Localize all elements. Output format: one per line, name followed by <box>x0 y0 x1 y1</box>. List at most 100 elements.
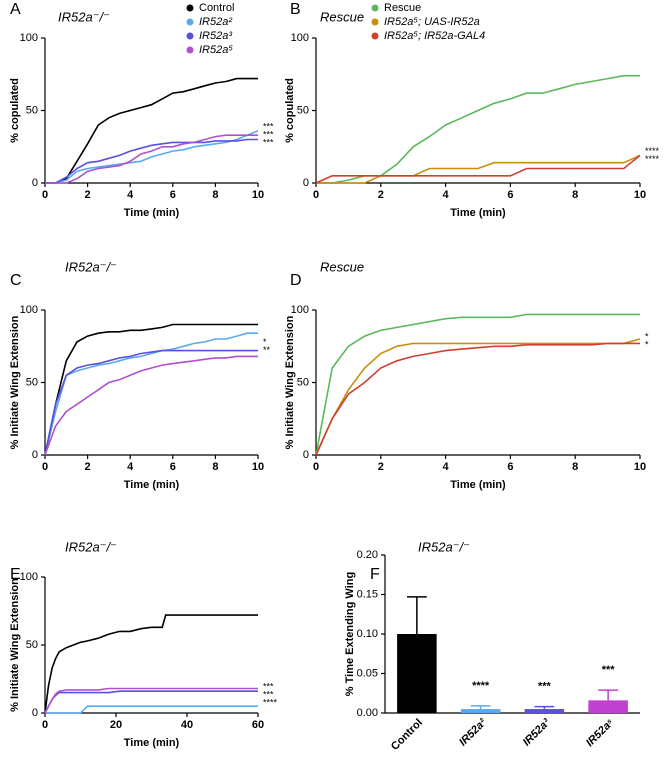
y-tick-label: 100 <box>20 304 38 316</box>
x-tick-label: 8 <box>572 461 578 473</box>
bar <box>588 700 628 713</box>
survival-curve <box>44 687 258 714</box>
y-tick-label: 50 <box>26 376 38 388</box>
survival-curve <box>45 134 258 184</box>
y-axis-label: % copulated <box>9 78 21 143</box>
survival-curve <box>44 614 258 714</box>
significance: *** <box>263 138 274 148</box>
significance: * <box>263 337 267 347</box>
panel-title: Rescue <box>320 259 364 274</box>
y-tick-label: 100 <box>291 32 309 44</box>
x-tick-label: 6 <box>507 189 513 201</box>
error-bar <box>598 689 619 701</box>
significance: * <box>645 340 649 350</box>
legend-label: IR52a² <box>199 16 232 28</box>
y-tick-label: 50 <box>297 376 309 388</box>
legend-label: IR52a³ <box>199 30 232 42</box>
legend-marker <box>186 4 194 12</box>
x-tick-label: 8 <box>212 461 218 473</box>
x-tick-label: 20 <box>110 719 122 731</box>
bar <box>524 709 565 713</box>
panel-letter: C <box>10 272 22 289</box>
survival-curve <box>316 154 641 184</box>
y-tick-label: 0.05 <box>357 667 378 679</box>
y-tick-label: 0.20 <box>357 549 378 561</box>
survival-curve <box>44 690 258 714</box>
x-axis-label: Time (min) <box>124 207 180 219</box>
legend-label: Control <box>199 2 234 14</box>
survival-curve <box>45 130 259 184</box>
significance: *** <box>263 122 274 132</box>
y-tick-label: 0.10 <box>357 628 378 640</box>
survival-curve <box>315 338 641 456</box>
x-tick-label: 0 <box>313 461 319 473</box>
x-tick-label: 6 <box>170 189 176 201</box>
x-tick-label: 10 <box>252 189 264 201</box>
x-tick-label: 0 <box>42 189 48 201</box>
x-tick-label: 2 <box>85 461 91 473</box>
bar <box>460 709 501 713</box>
panel-letter: D <box>290 272 302 289</box>
survival-curve <box>44 349 258 456</box>
x-tick-label: 2 <box>378 461 384 473</box>
x-tick-label: IR52a⁵ <box>584 716 617 749</box>
legend-label: IR52a⁵; UAS-IR52a <box>384 16 480 28</box>
x-tick-label: 2 <box>85 189 91 201</box>
x-axis-label: Time (min) <box>450 207 506 219</box>
x-tick-label: 4 <box>127 461 134 473</box>
survival-curve <box>45 705 258 714</box>
panel-title: Rescue <box>320 9 364 24</box>
survival-curve <box>315 342 640 456</box>
y-axis-label: % Time Extending Wing <box>344 572 356 696</box>
error-bar <box>470 705 491 710</box>
x-tick-label: 6 <box>170 461 176 473</box>
legend-label: IR52a⁵ <box>199 44 233 56</box>
y-tick-label: 50 <box>26 104 38 116</box>
survival-curve <box>45 77 258 184</box>
legend-marker <box>186 46 194 54</box>
x-tick-label: IR52a² <box>457 716 489 748</box>
x-axis-label: Time (min) <box>124 479 180 491</box>
y-tick-label: 0.00 <box>357 707 378 719</box>
survival-curve <box>45 138 258 184</box>
y-tick-label: 0 <box>303 449 309 461</box>
significance: ** <box>263 345 271 355</box>
legend-marker <box>371 18 379 26</box>
legend-marker <box>371 32 379 40</box>
significance: **** <box>472 680 490 692</box>
x-tick-label: 8 <box>572 189 578 201</box>
panel-letter: B <box>290 1 301 18</box>
y-tick-label: 50 <box>297 104 309 116</box>
x-tick-label: 60 <box>252 719 264 731</box>
panel-title: IR52a⁻/⁻ <box>58 9 110 24</box>
panel-title: IR52a⁻/⁻ <box>65 259 117 274</box>
x-tick-label: 4 <box>127 189 134 201</box>
x-tick-label: IR52a³ <box>521 716 553 748</box>
legend-marker <box>371 4 379 12</box>
panel-letter: A <box>10 1 21 18</box>
survival-curve <box>44 355 258 456</box>
y-tick-label: 100 <box>20 571 38 583</box>
x-tick-label: 10 <box>634 189 646 201</box>
panel-title: IR52a⁻/⁻ <box>65 539 117 554</box>
bar <box>397 634 437 713</box>
y-tick-label: 0 <box>32 177 38 189</box>
panel-letter: E <box>10 566 21 583</box>
y-tick-label: 0 <box>303 177 309 189</box>
survival-curve <box>44 332 258 456</box>
y-tick-label: 100 <box>291 304 309 316</box>
x-tick-label: 40 <box>181 719 193 731</box>
y-axis-label: % Initiate Wing Extension <box>9 578 21 712</box>
significance: * <box>645 332 649 342</box>
y-tick-label: 50 <box>26 639 38 651</box>
significance: **** <box>645 154 660 164</box>
panel-letter: F <box>370 566 380 583</box>
x-tick-label: 0 <box>42 719 48 731</box>
panel-title: IR52a⁻/⁻ <box>418 539 470 554</box>
error-bar <box>534 705 555 710</box>
legend-label: Rescue <box>384 2 421 14</box>
x-tick-label: 10 <box>252 461 264 473</box>
x-tick-label: 6 <box>507 461 513 473</box>
x-tick-label: 4 <box>443 189 450 201</box>
